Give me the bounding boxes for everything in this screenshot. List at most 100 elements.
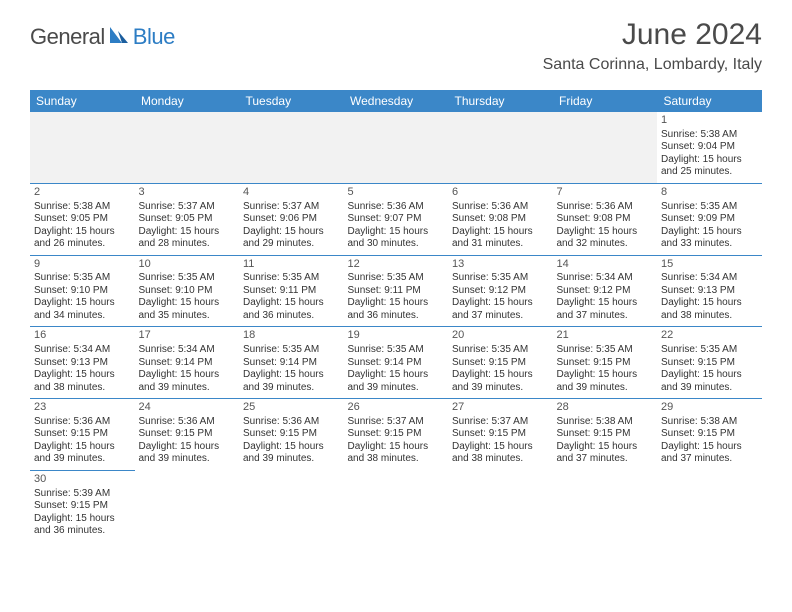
day-number: 25 <box>243 401 340 415</box>
day-number: 27 <box>452 401 549 415</box>
calendar-cell: 29Sunrise: 5:38 AMSunset: 9:15 PMDayligh… <box>657 399 762 471</box>
cell-sunset: Sunset: 9:05 PM <box>139 213 236 226</box>
cell-day1: Daylight: 15 hours <box>452 226 549 239</box>
calendar-row: 16Sunrise: 5:34 AMSunset: 9:13 PMDayligh… <box>30 327 762 399</box>
calendar-cell <box>657 470 762 541</box>
day-number: 12 <box>348 258 445 272</box>
cell-day1: Daylight: 15 hours <box>348 226 445 239</box>
cell-sunset: Sunset: 9:12 PM <box>452 285 549 298</box>
cell-day1: Daylight: 15 hours <box>557 297 654 310</box>
day-number: 28 <box>557 401 654 415</box>
day-number: 3 <box>139 186 236 200</box>
cell-day1: Daylight: 15 hours <box>452 297 549 310</box>
calendar-cell <box>553 470 658 541</box>
day-number: 9 <box>34 258 131 272</box>
calendar-cell: 7Sunrise: 5:36 AMSunset: 9:08 PMDaylight… <box>553 183 658 255</box>
calendar-row: 23Sunrise: 5:36 AMSunset: 9:15 PMDayligh… <box>30 399 762 471</box>
cell-sunrise: Sunrise: 5:38 AM <box>661 129 758 142</box>
cell-sunset: Sunset: 9:04 PM <box>661 141 758 154</box>
cell-day2: and 36 minutes. <box>348 310 445 323</box>
calendar-cell <box>135 470 240 541</box>
cell-day2: and 39 minutes. <box>557 382 654 395</box>
cell-day2: and 26 minutes. <box>34 238 131 251</box>
cell-sunset: Sunset: 9:14 PM <box>139 357 236 370</box>
cell-day2: and 38 minutes. <box>348 453 445 466</box>
calendar-cell: 13Sunrise: 5:35 AMSunset: 9:12 PMDayligh… <box>448 255 553 327</box>
calendar-cell: 10Sunrise: 5:35 AMSunset: 9:10 PMDayligh… <box>135 255 240 327</box>
cell-sunset: Sunset: 9:06 PM <box>243 213 340 226</box>
cell-sunrise: Sunrise: 5:39 AM <box>34 488 131 501</box>
cell-day2: and 39 minutes. <box>139 382 236 395</box>
calendar-row: 2Sunrise: 5:38 AMSunset: 9:05 PMDaylight… <box>30 183 762 255</box>
cell-sunset: Sunset: 9:10 PM <box>34 285 131 298</box>
day-number: 16 <box>34 329 131 343</box>
cell-day1: Daylight: 15 hours <box>557 226 654 239</box>
day-number: 20 <box>452 329 549 343</box>
day-number: 21 <box>557 329 654 343</box>
cell-day2: and 29 minutes. <box>243 238 340 251</box>
cell-sunset: Sunset: 9:09 PM <box>661 213 758 226</box>
day-number: 2 <box>34 186 131 200</box>
day-header: Tuesday <box>239 90 344 112</box>
cell-sunrise: Sunrise: 5:34 AM <box>557 272 654 285</box>
day-number: 1 <box>661 114 758 128</box>
cell-day1: Daylight: 15 hours <box>243 297 340 310</box>
logo-text-general: General <box>30 24 105 50</box>
cell-sunset: Sunset: 9:11 PM <box>348 285 445 298</box>
calendar-cell <box>30 112 135 183</box>
cell-sunset: Sunset: 9:15 PM <box>348 428 445 441</box>
cell-day1: Daylight: 15 hours <box>661 154 758 167</box>
cell-day2: and 30 minutes. <box>348 238 445 251</box>
month-title: June 2024 <box>543 18 762 52</box>
cell-sunset: Sunset: 9:13 PM <box>34 357 131 370</box>
cell-day1: Daylight: 15 hours <box>661 297 758 310</box>
calendar-cell: 1Sunrise: 5:38 AMSunset: 9:04 PMDaylight… <box>657 112 762 183</box>
calendar-cell: 20Sunrise: 5:35 AMSunset: 9:15 PMDayligh… <box>448 327 553 399</box>
cell-day1: Daylight: 15 hours <box>557 369 654 382</box>
cell-day1: Daylight: 15 hours <box>452 369 549 382</box>
calendar-cell: 26Sunrise: 5:37 AMSunset: 9:15 PMDayligh… <box>344 399 449 471</box>
calendar-cell: 3Sunrise: 5:37 AMSunset: 9:05 PMDaylight… <box>135 183 240 255</box>
cell-sunrise: Sunrise: 5:37 AM <box>243 201 340 214</box>
cell-day2: and 37 minutes. <box>661 453 758 466</box>
cell-day2: and 39 minutes. <box>34 453 131 466</box>
calendar-cell: 19Sunrise: 5:35 AMSunset: 9:14 PMDayligh… <box>344 327 449 399</box>
day-header: Friday <box>553 90 658 112</box>
day-number: 5 <box>348 186 445 200</box>
calendar-body: 1Sunrise: 5:38 AMSunset: 9:04 PMDaylight… <box>30 112 762 542</box>
cell-day1: Daylight: 15 hours <box>348 369 445 382</box>
cell-day1: Daylight: 15 hours <box>139 441 236 454</box>
calendar-cell <box>448 112 553 183</box>
cell-day1: Daylight: 15 hours <box>34 369 131 382</box>
cell-day2: and 37 minutes. <box>452 310 549 323</box>
day-number: 6 <box>452 186 549 200</box>
calendar-cell: 21Sunrise: 5:35 AMSunset: 9:15 PMDayligh… <box>553 327 658 399</box>
cell-day2: and 34 minutes. <box>34 310 131 323</box>
cell-sunrise: Sunrise: 5:35 AM <box>34 272 131 285</box>
calendar-cell: 9Sunrise: 5:35 AMSunset: 9:10 PMDaylight… <box>30 255 135 327</box>
cell-sunrise: Sunrise: 5:38 AM <box>661 416 758 429</box>
cell-sunrise: Sunrise: 5:37 AM <box>348 416 445 429</box>
logo-sail-icon <box>108 25 130 50</box>
cell-day2: and 36 minutes. <box>34 525 131 538</box>
cell-day1: Daylight: 15 hours <box>348 441 445 454</box>
cell-day1: Daylight: 15 hours <box>661 369 758 382</box>
calendar-cell: 11Sunrise: 5:35 AMSunset: 9:11 PMDayligh… <box>239 255 344 327</box>
cell-sunrise: Sunrise: 5:36 AM <box>348 201 445 214</box>
cell-sunrise: Sunrise: 5:36 AM <box>557 201 654 214</box>
calendar-cell: 25Sunrise: 5:36 AMSunset: 9:15 PMDayligh… <box>239 399 344 471</box>
cell-day1: Daylight: 15 hours <box>243 441 340 454</box>
calendar-cell: 16Sunrise: 5:34 AMSunset: 9:13 PMDayligh… <box>30 327 135 399</box>
calendar-cell: 2Sunrise: 5:38 AMSunset: 9:05 PMDaylight… <box>30 183 135 255</box>
day-header: Thursday <box>448 90 553 112</box>
cell-sunset: Sunset: 9:15 PM <box>557 357 654 370</box>
calendar-cell: 17Sunrise: 5:34 AMSunset: 9:14 PMDayligh… <box>135 327 240 399</box>
cell-sunrise: Sunrise: 5:35 AM <box>661 201 758 214</box>
day-number: 17 <box>139 329 236 343</box>
cell-day1: Daylight: 15 hours <box>243 226 340 239</box>
day-number: 19 <box>348 329 445 343</box>
cell-sunset: Sunset: 9:15 PM <box>661 357 758 370</box>
calendar-cell: 12Sunrise: 5:35 AMSunset: 9:11 PMDayligh… <box>344 255 449 327</box>
cell-day2: and 31 minutes. <box>452 238 549 251</box>
logo-text-blue: Blue <box>133 24 175 50</box>
